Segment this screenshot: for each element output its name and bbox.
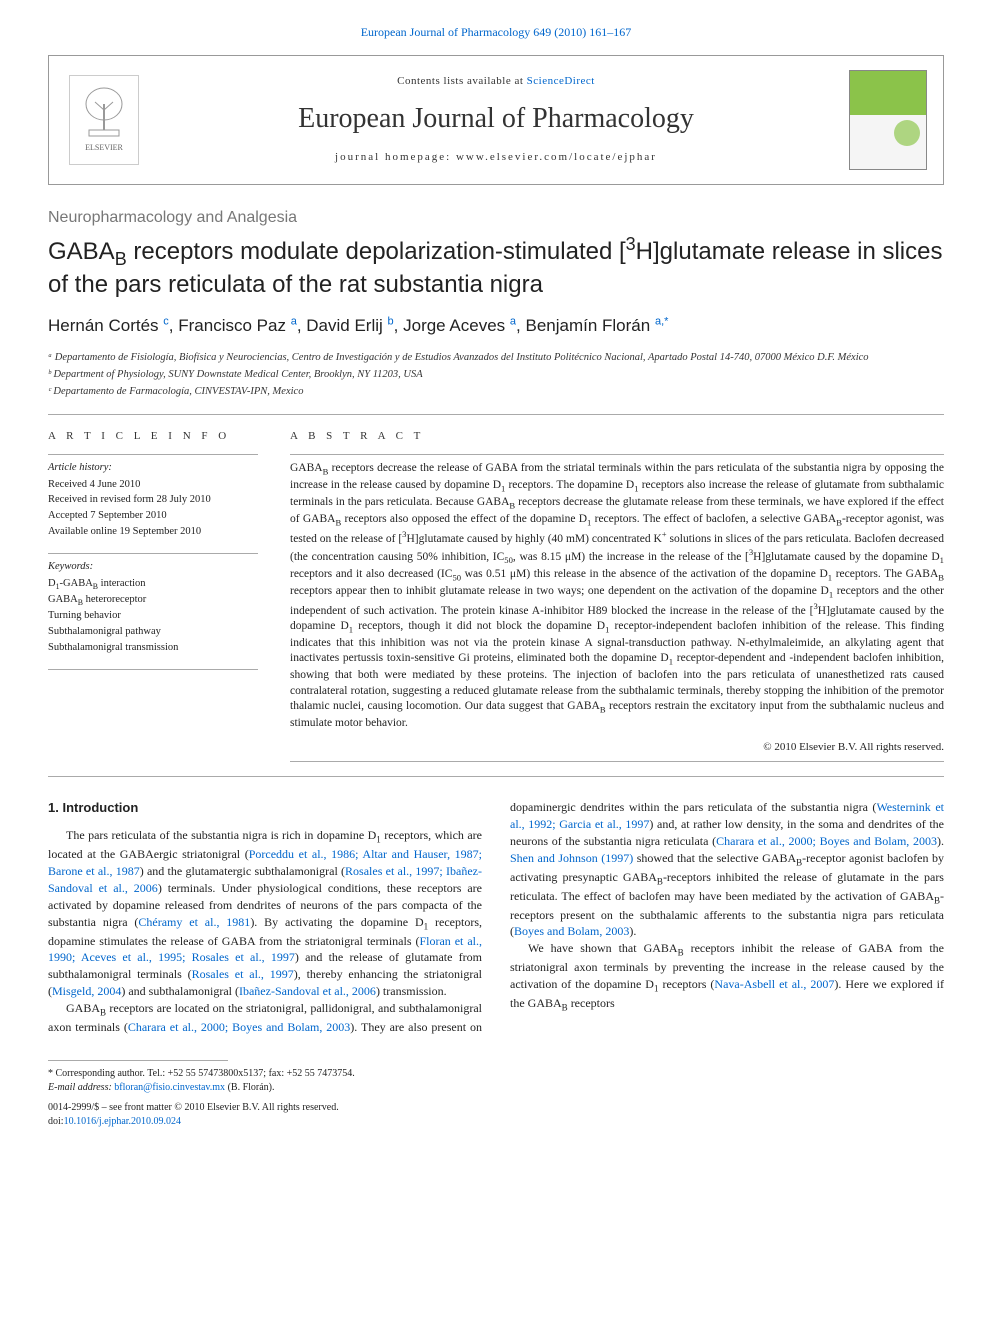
author: Jorge Aceves	[403, 316, 505, 335]
aff-ref[interactable]: c	[163, 316, 169, 328]
history-line: Available online 19 September 2010	[48, 525, 258, 540]
author: Benjamín Florán	[525, 316, 650, 335]
citation-link[interactable]: Rosales et al., 1997	[192, 967, 294, 981]
elsevier-tree-icon	[79, 86, 129, 142]
keyword: Turning behavior	[48, 609, 258, 624]
author: Francisco Paz	[178, 316, 286, 335]
citation-link[interactable]: Misgeld, 2004	[52, 984, 121, 998]
article-title: GABAB receptors modulate depolarization-…	[48, 233, 944, 300]
body-paragraph: We have shown that GABAB receptors inhib…	[510, 940, 944, 1014]
citation-link[interactable]: Ibañez-Sandoval et al., 2006	[239, 984, 376, 998]
citation-link[interactable]: Westernink et al., 1992; Garcia et al., …	[510, 800, 944, 831]
top-citation-link[interactable]: European Journal of Pharmacology 649 (20…	[361, 25, 632, 39]
author: Hernán Cortés	[48, 316, 159, 335]
keyword: Subthalamonigral pathway	[48, 625, 258, 640]
footnote-rule	[48, 1060, 228, 1061]
divider	[48, 669, 258, 670]
elsevier-label: ELSEVIER	[85, 142, 123, 153]
section-heading: 1. Introduction	[48, 799, 482, 817]
info-abstract-row: A R T I C L E I N F O Article history: R…	[48, 429, 944, 769]
citation-link[interactable]: Charara et al., 2000; Boyes and Bolam, 2…	[128, 1020, 350, 1034]
publisher-logo-cell: ELSEVIER	[49, 56, 159, 184]
history-line: Accepted 7 September 2010	[48, 509, 258, 524]
divider	[48, 414, 944, 415]
article-info-heading: A R T I C L E I N F O	[48, 429, 258, 444]
article-section-label: Neuropharmacology and Analgesia	[48, 207, 944, 229]
keyword: GABAB heteroreceptor	[48, 593, 258, 608]
corresponding-mark[interactable]: *	[664, 316, 668, 328]
elsevier-logo: ELSEVIER	[69, 75, 139, 165]
citation-link[interactable]: Shen and Johnson (1997)	[510, 851, 633, 865]
homepage-prefix: journal homepage:	[335, 151, 456, 163]
keywords-block: Keywords: D1-GABAB interaction GABAB het…	[48, 560, 258, 655]
citation-link[interactable]: Boyes and Bolam, 2003	[514, 924, 629, 938]
journal-cover-cell	[833, 56, 943, 184]
history-line: Received 4 June 2010	[48, 478, 258, 493]
author-list: Hernán Cortés c, Francisco Paz a, David …	[48, 314, 944, 338]
sciencedirect-link[interactable]: ScienceDirect	[527, 75, 595, 87]
citation-link[interactable]: Chéramy et al., 1981	[138, 915, 250, 929]
contents-prefix: Contents lists available at	[397, 75, 526, 87]
history-line: Received in revised form 28 July 2010	[48, 493, 258, 508]
divider	[48, 553, 258, 554]
article-history: Article history: Received 4 June 2010 Re…	[48, 461, 258, 539]
footer-meta: 0014-2999/$ – see front matter © 2010 El…	[48, 1101, 944, 1129]
history-label: Article history:	[48, 461, 258, 476]
email-link[interactable]: bfloran@fisio.cinvestav.mx	[114, 1082, 225, 1093]
corresponding-line: * Corresponding author. Tel.: +52 55 574…	[48, 1067, 944, 1081]
journal-cover-icon	[849, 70, 927, 170]
article-body: 1. Introduction The pars reticulata of t…	[48, 799, 944, 1035]
corresponding-footnote: * Corresponding author. Tel.: +52 55 574…	[48, 1067, 944, 1095]
aff-ref[interactable]: a,	[655, 316, 664, 328]
top-citation: European Journal of Pharmacology 649 (20…	[48, 24, 944, 41]
homepage-url: www.elsevier.com/locate/ejphar	[456, 151, 657, 163]
journal-name: European Journal of Pharmacology	[298, 99, 694, 138]
citation-link[interactable]: Nava-Asbell et al., 2007	[714, 977, 834, 991]
citation-link[interactable]: Charara et al., 2000; Boyes and Bolam, 2…	[716, 834, 937, 848]
journal-masthead: ELSEVIER Contents lists available at Sci…	[48, 55, 944, 185]
aff-ref[interactable]: a	[510, 316, 516, 328]
abstract-copyright: © 2010 Elsevier B.V. All rights reserved…	[290, 740, 944, 755]
email-suffix: (B. Florán).	[225, 1082, 274, 1093]
affiliations: ᵃ Departamento de Fisiología, Biofísica …	[48, 350, 944, 399]
divider	[290, 454, 944, 455]
abstract-text: GABAB receptors decrease the release of …	[290, 461, 944, 732]
keywords-label: Keywords:	[48, 560, 258, 575]
divider	[48, 454, 258, 455]
affiliation: ᵃ Departamento de Fisiología, Biofísica …	[48, 350, 944, 366]
masthead-center: Contents lists available at ScienceDirec…	[159, 56, 833, 184]
body-paragraph: The pars reticulata of the substantia ni…	[48, 827, 482, 999]
citation-link[interactable]: Floran et al., 1990; Aceves et al., 1995…	[48, 934, 482, 965]
abstract-heading: A B S T R A C T	[290, 429, 944, 444]
author: David Erlij	[306, 316, 383, 335]
abstract-column: A B S T R A C T GABAB receptors decrease…	[290, 429, 944, 769]
contents-lists-line: Contents lists available at ScienceDirec…	[397, 74, 595, 89]
keyword: D1-GABAB interaction	[48, 577, 258, 592]
email-label: E-mail address:	[48, 1082, 114, 1093]
issn-line: 0014-2999/$ – see front matter © 2010 El…	[48, 1101, 944, 1115]
doi-label: doi:	[48, 1116, 64, 1127]
email-line: E-mail address: bfloran@fisio.cinvestav.…	[48, 1081, 944, 1095]
keyword: Subthalamonigral transmission	[48, 641, 258, 656]
doi-link[interactable]: 10.1016/j.ejphar.2010.09.024	[64, 1116, 182, 1127]
journal-homepage: journal homepage: www.elsevier.com/locat…	[335, 150, 657, 165]
divider	[48, 776, 944, 777]
affiliation: ᵇ Department of Physiology, SUNY Downsta…	[48, 367, 944, 383]
article-info-column: A R T I C L E I N F O Article history: R…	[48, 429, 258, 769]
doi-line: doi:10.1016/j.ejphar.2010.09.024	[48, 1115, 944, 1129]
affiliation: ᶜ Departamento de Farmacología, CINVESTA…	[48, 384, 944, 400]
aff-ref[interactable]: b	[388, 316, 394, 328]
divider	[290, 761, 944, 762]
aff-ref[interactable]: a	[291, 316, 297, 328]
